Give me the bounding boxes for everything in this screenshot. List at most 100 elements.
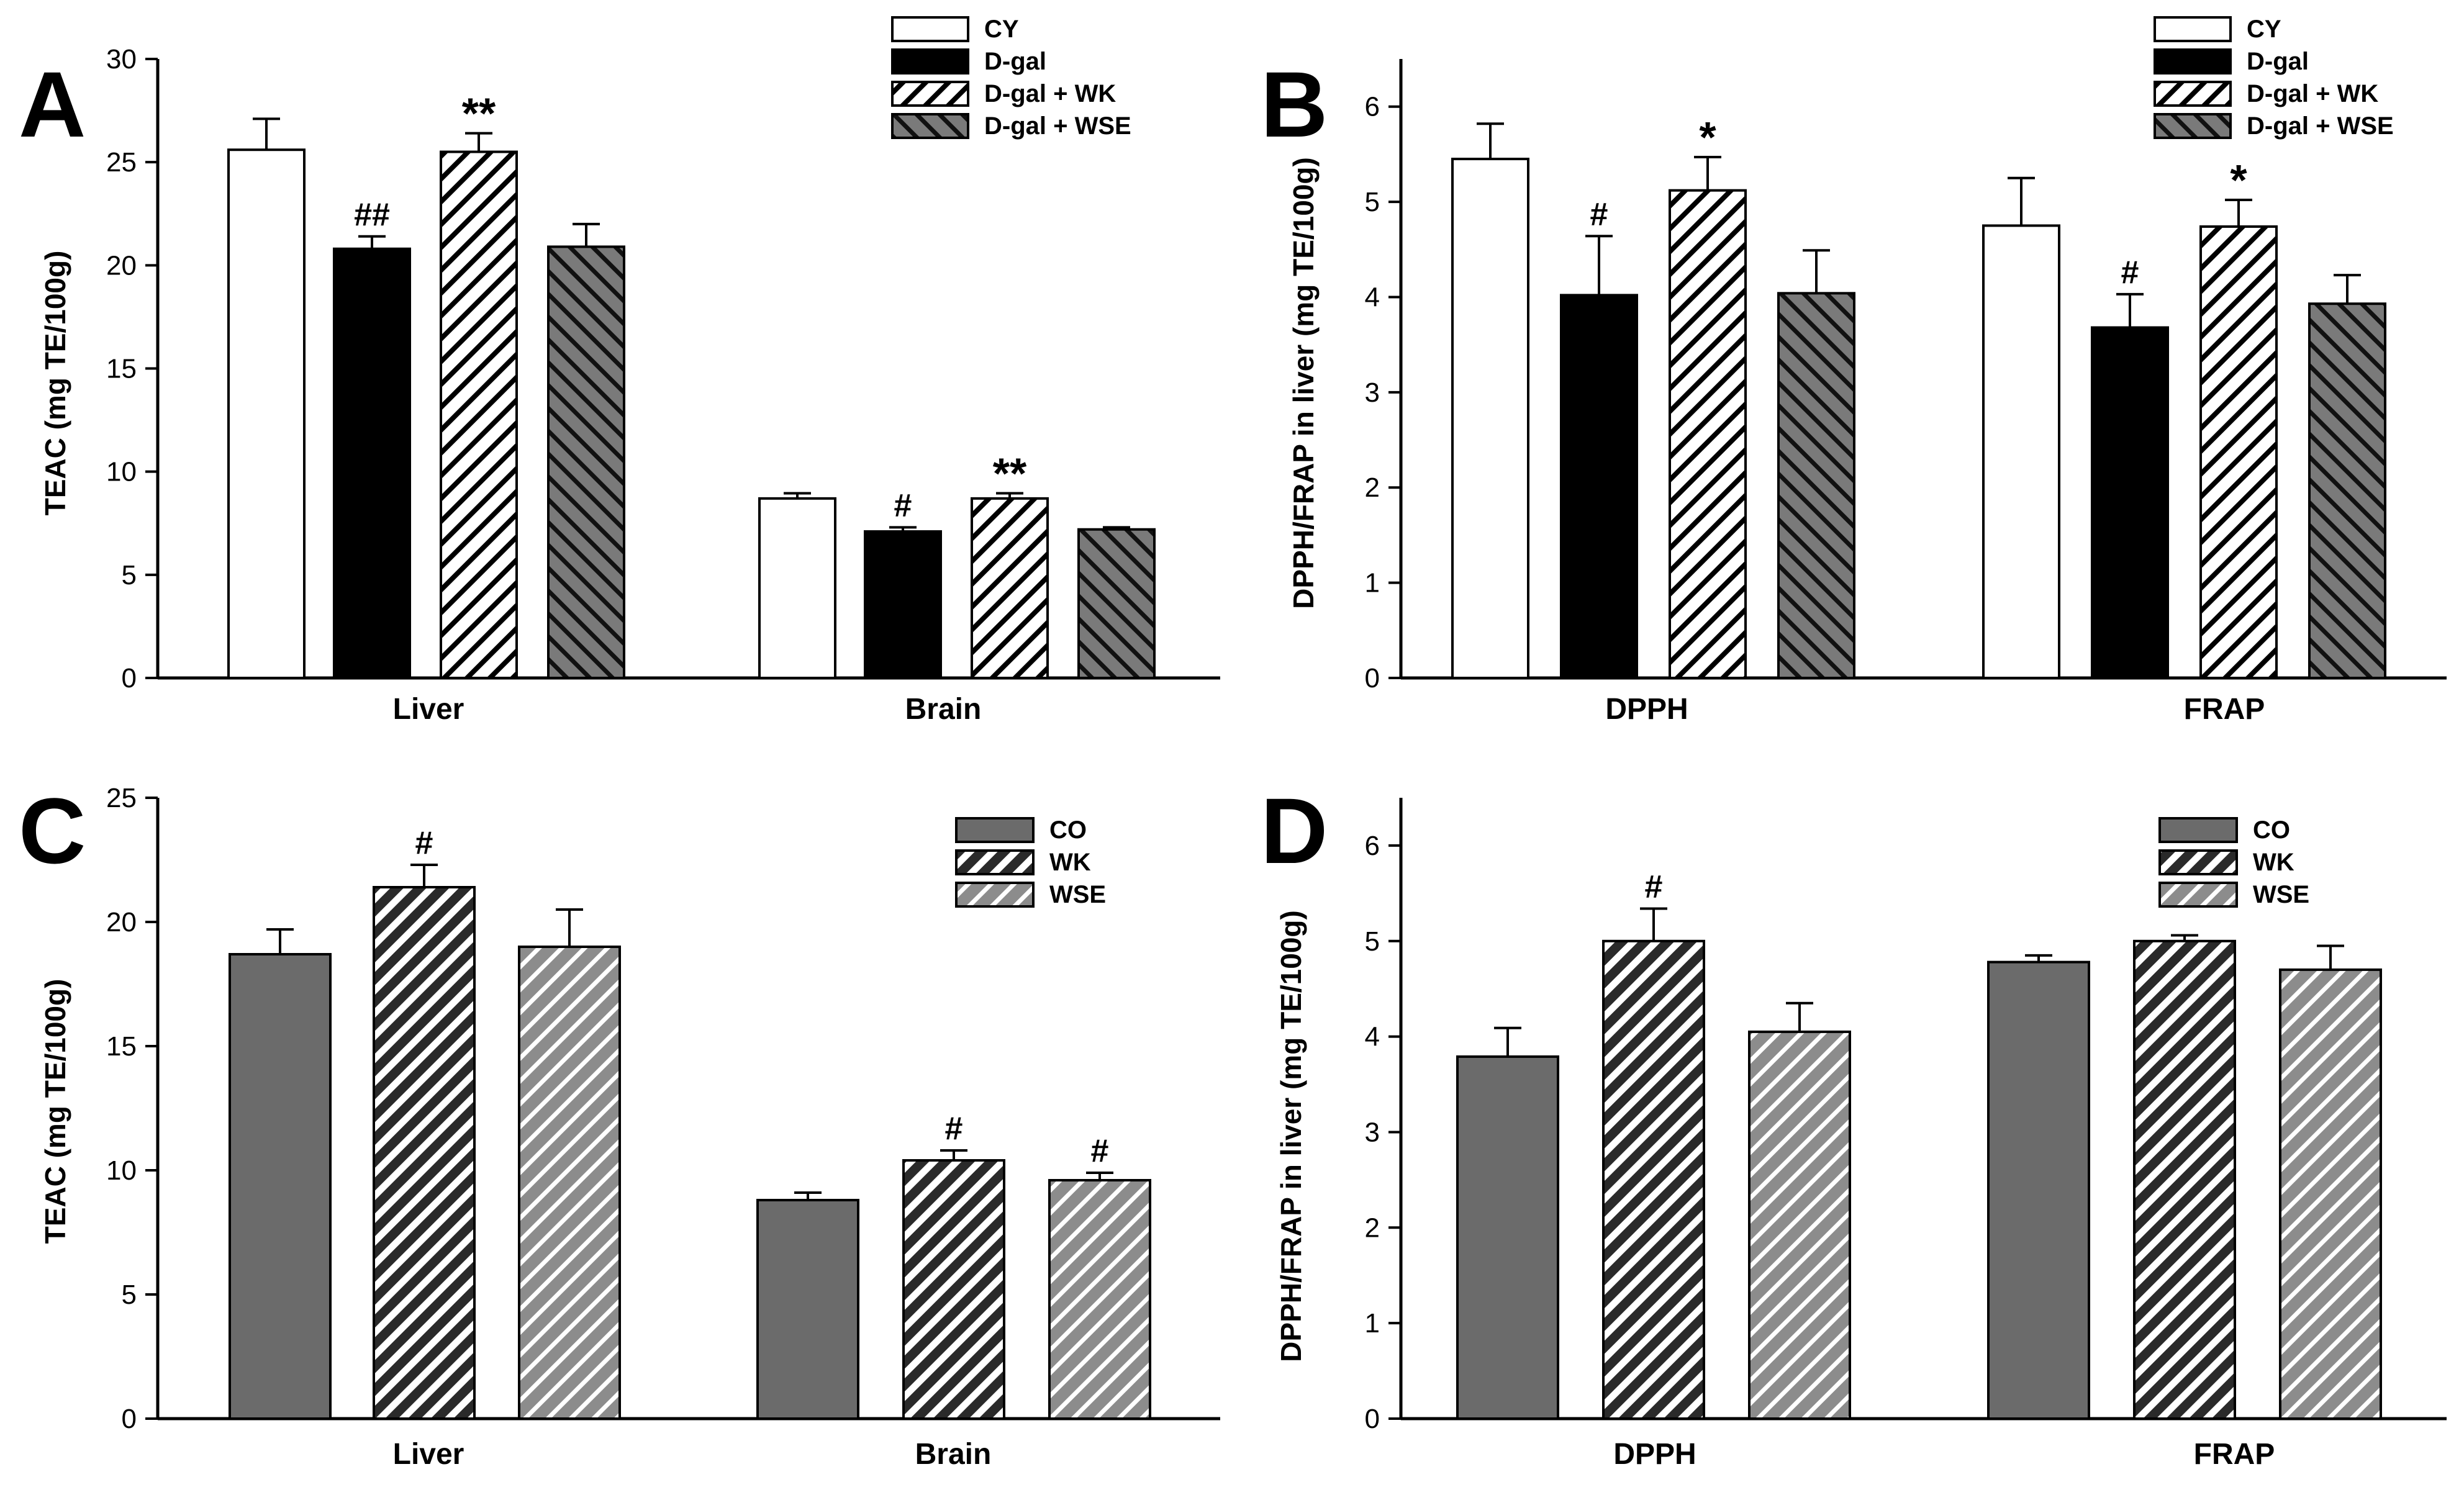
panel-a-y-tick-label: 0	[122, 663, 137, 693]
panel-d-bar	[2279, 968, 2382, 1420]
panel-d-y-axis-title: DPPH/FRAP in liver (mg TE/100g)	[1275, 910, 1307, 1362]
panel-d-bar	[1987, 960, 2090, 1420]
panel-c-bar	[373, 886, 476, 1420]
panel-b-significance-mark: *	[2230, 156, 2247, 204]
panel-c-legend-label: WK	[1049, 849, 1091, 876]
panel-a-letter: A	[19, 52, 86, 156]
panel-b-bar	[2199, 225, 2278, 679]
panel-b-significance-mark: *	[1699, 113, 1716, 161]
panel-a-bar	[971, 497, 1049, 679]
panel-d-bar	[1748, 1030, 1851, 1420]
panel-c-legend-swatch	[955, 882, 1035, 908]
panel-d-legend-swatch	[2158, 849, 2238, 875]
panel-a-bar	[1077, 528, 1156, 679]
panel-b-y-tick-label: 1	[1365, 568, 1380, 598]
panel-a-category-label: Liver	[393, 693, 464, 726]
panel-d-bar	[1456, 1055, 1559, 1420]
panel-c-significance-mark: #	[945, 1111, 963, 1147]
panel-c-y-tick-label: 10	[106, 1155, 137, 1186]
panel-a-bar	[547, 245, 625, 679]
panel-c-y-tick-label: 5	[122, 1280, 137, 1310]
panel-a-y-tick-label: 15	[106, 354, 137, 384]
panel-a-legend-swatch	[891, 16, 969, 42]
panel-b-bar	[1777, 292, 1855, 679]
panel-b-y-tick-label: 3	[1365, 377, 1380, 408]
panel-d-letter: D	[1261, 779, 1328, 883]
panel-c-bar	[1048, 1179, 1151, 1420]
panel-a-significance-mark: **	[993, 449, 1027, 498]
panel-d-legend-label: WK	[2253, 849, 2294, 876]
panel-a-bar	[440, 150, 518, 680]
panel-c: C TEAC (mg TE/100g) 0 5 10 15 20 25 Liver Brain…	[19, 779, 1220, 1471]
panel-c-y-axis-title: TEAC (mg TE/100g)	[39, 979, 71, 1244]
panel-c-y-tick-label: 0	[122, 1404, 137, 1434]
panel-d-legend-label: WSE	[2253, 881, 2309, 908]
panel-b: B DPPH/FRAP in liver (mg TE/100g) 0 1 2 3 4 5…	[1261, 16, 2447, 726]
panel-d-bar	[2133, 939, 2236, 1420]
panel-a-bar	[758, 497, 836, 679]
panel-a-legend-label: D-gal + WK	[984, 80, 1116, 107]
panel-d-y-tick-label: 5	[1365, 926, 1380, 957]
panel-c-letter: C	[19, 779, 86, 883]
panel-a-y-tick-label: 30	[106, 44, 137, 75]
panel-b-y-tick-label: 6	[1365, 92, 1380, 122]
panel-c-legend-label: CO	[1049, 816, 1087, 844]
panel-b-y-tick-label: 0	[1365, 663, 1380, 693]
panel-a-legend-label: CY	[984, 16, 1019, 43]
panel-d-y-tick-label: 2	[1365, 1213, 1380, 1243]
panel-a-legend-swatch	[891, 48, 969, 75]
panel-b-y-axis-title: DPPH/FRAP in liver (mg TE/100g)	[1287, 157, 1320, 609]
panel-a-legend-label: D-gal + WSE	[984, 112, 1131, 140]
panel-b-category-label: DPPH	[1605, 693, 1688, 726]
panel-c-bar	[229, 953, 332, 1420]
panel-c-category-label: Liver	[393, 1438, 464, 1471]
panel-d-legend-swatch	[2158, 882, 2238, 908]
panel-d-legend-label: CO	[2253, 816, 2290, 844]
panel-a-y-tick-label: 20	[106, 250, 137, 281]
panel-d-y-tick-label: 6	[1365, 831, 1380, 861]
panel-a-legend-swatch	[891, 113, 969, 139]
panel-b-significance-mark: #	[2121, 255, 2139, 291]
panel-d-significance-mark: #	[1645, 869, 1663, 905]
panel-b-bar	[1560, 294, 1638, 679]
panel-b-y-tick-label: 4	[1365, 282, 1380, 312]
panel-a-y-tick-label: 25	[106, 147, 137, 178]
panel-c-bar	[518, 946, 621, 1420]
panel-b-legend-swatch	[2154, 113, 2232, 139]
panel-b-bar	[1451, 158, 1529, 679]
panel-b-legend-swatch	[2154, 81, 2232, 107]
panel-d-y-tick-label: 3	[1365, 1117, 1380, 1147]
panel-c-legend-label: WSE	[1049, 881, 1106, 908]
panel-d-bar	[1602, 939, 1705, 1420]
panel-d: D DPPH/FRAP in liver (mg TE/100g) 0 1 2 3 4 5…	[1261, 779, 2447, 1471]
panel-d-y-tick-label: 4	[1365, 1022, 1380, 1052]
panel-a-y-tick-label: 10	[106, 457, 137, 487]
panel-b-legend-label: D-gal	[2247, 48, 2309, 75]
panel-b-legend-swatch	[2154, 16, 2232, 42]
panel-c-legend-swatch	[955, 817, 1035, 843]
panel-d-category-label: FRAP	[2194, 1438, 2275, 1471]
panel-c-bar	[902, 1159, 1005, 1420]
panel-a-bar	[333, 247, 411, 680]
panel-a-category-label: Brain	[905, 693, 982, 726]
panel-b-bar	[1982, 224, 2060, 679]
panel-b-letter: B	[1261, 52, 1328, 156]
panel-d-y-tick-label: 0	[1365, 1404, 1380, 1434]
panel-d-category-label: DPPH	[1613, 1438, 1696, 1471]
panel-b-y-tick-label: 2	[1365, 472, 1380, 503]
panel-c-y-tick-label: 25	[106, 783, 137, 813]
panel-c-significance-mark: #	[1091, 1133, 1109, 1169]
panel-b-y-tick-label: 5	[1365, 187, 1380, 217]
panel-b-legend-label: CY	[2247, 16, 2281, 43]
panel-b-bar	[1669, 189, 1747, 679]
panel-b-significance-mark: #	[1590, 196, 1608, 232]
panel-b-legend-label: D-gal + WK	[2247, 80, 2378, 107]
panel-c-category-label: Brain	[915, 1438, 992, 1471]
panel-a: A TEAC (mg TE/100g) 0 5 10 15 20 25 30 Liver Bra…	[19, 16, 1220, 726]
panel-b-bar	[2091, 326, 2169, 679]
panel-a-legend-label: D-gal	[984, 48, 1046, 75]
panel-c-significance-mark: #	[415, 825, 433, 861]
panel-a-significance-mark: **	[462, 89, 496, 138]
panel-a-y-tick-label: 5	[122, 560, 137, 590]
panel-a-significance-mark: ##	[354, 197, 390, 233]
